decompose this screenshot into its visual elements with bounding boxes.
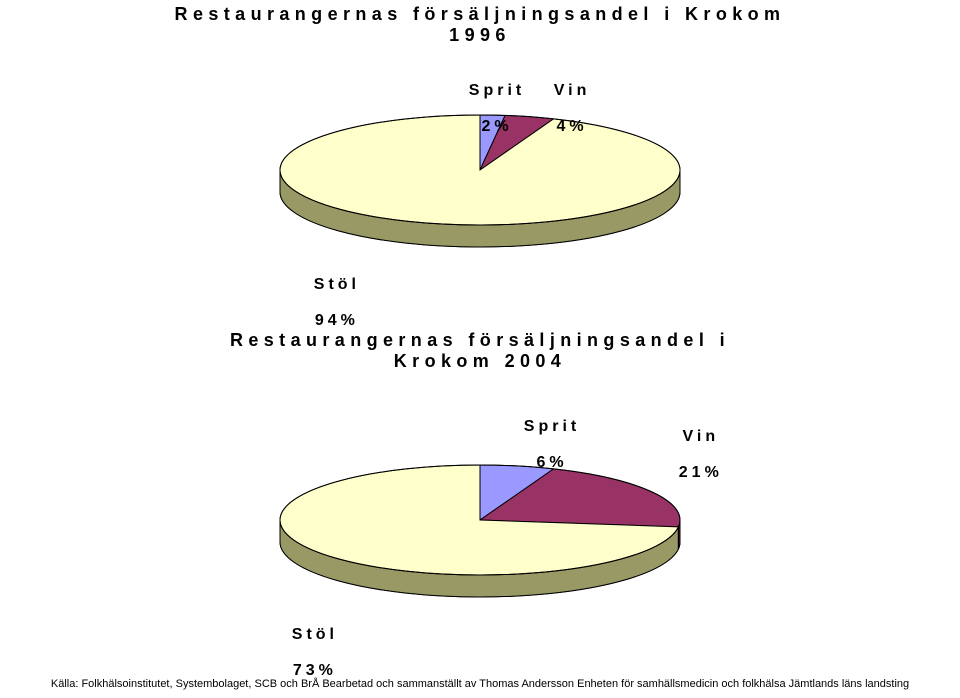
chart2-title-line1: Restaurangernas försäljningsandel i [230, 330, 730, 350]
chart-1996: Restaurangernas försäljningsandel i Krok… [0, 0, 960, 46]
chart2-title-line2: Krokom 2004 [394, 351, 566, 371]
label-stol-2004-pct: 73% [293, 662, 337, 679]
label-sprit-2004-pct: 6% [536, 454, 567, 471]
label-stol-2004-name: Stöl [292, 626, 338, 643]
label-vin-1996-name: Vin [554, 82, 591, 99]
chart-2004: Restaurangernas försäljningsandel i Krok… [0, 330, 960, 372]
label-sprit-1996-pct: 2% [481, 118, 512, 135]
label-vin-2004-name: Vin [682, 428, 719, 445]
label-sprit-1996: Sprit 2% [435, 64, 525, 154]
footer-source: Källa: Folkhälsoinstitutet, Systembolage… [0, 678, 960, 690]
chart1-title-line1: Restaurangernas försäljningsandel i Krok… [175, 4, 786, 24]
label-vin-2004: Vin 21% [645, 410, 723, 500]
chart2-title: Restaurangernas försäljningsandel i Krok… [0, 330, 960, 372]
label-stol-1996-name: Stöl [314, 276, 360, 293]
label-vin-1996: Vin 4% [520, 64, 590, 154]
label-sprit-1996-name: Sprit [469, 82, 525, 99]
chart1-title-line2: 1996 [449, 25, 511, 45]
label-sprit-2004: Sprit 6% [490, 400, 580, 490]
label-sprit-2004-name: Sprit [524, 418, 580, 435]
chart1-title: Restaurangernas försäljningsandel i Krok… [0, 4, 960, 46]
label-vin-2004-pct: 21% [679, 464, 723, 481]
label-stol-1996-pct: 94% [315, 312, 359, 329]
pie-chart-2004 [0, 450, 960, 620]
label-vin-1996-pct: 4% [557, 118, 588, 135]
